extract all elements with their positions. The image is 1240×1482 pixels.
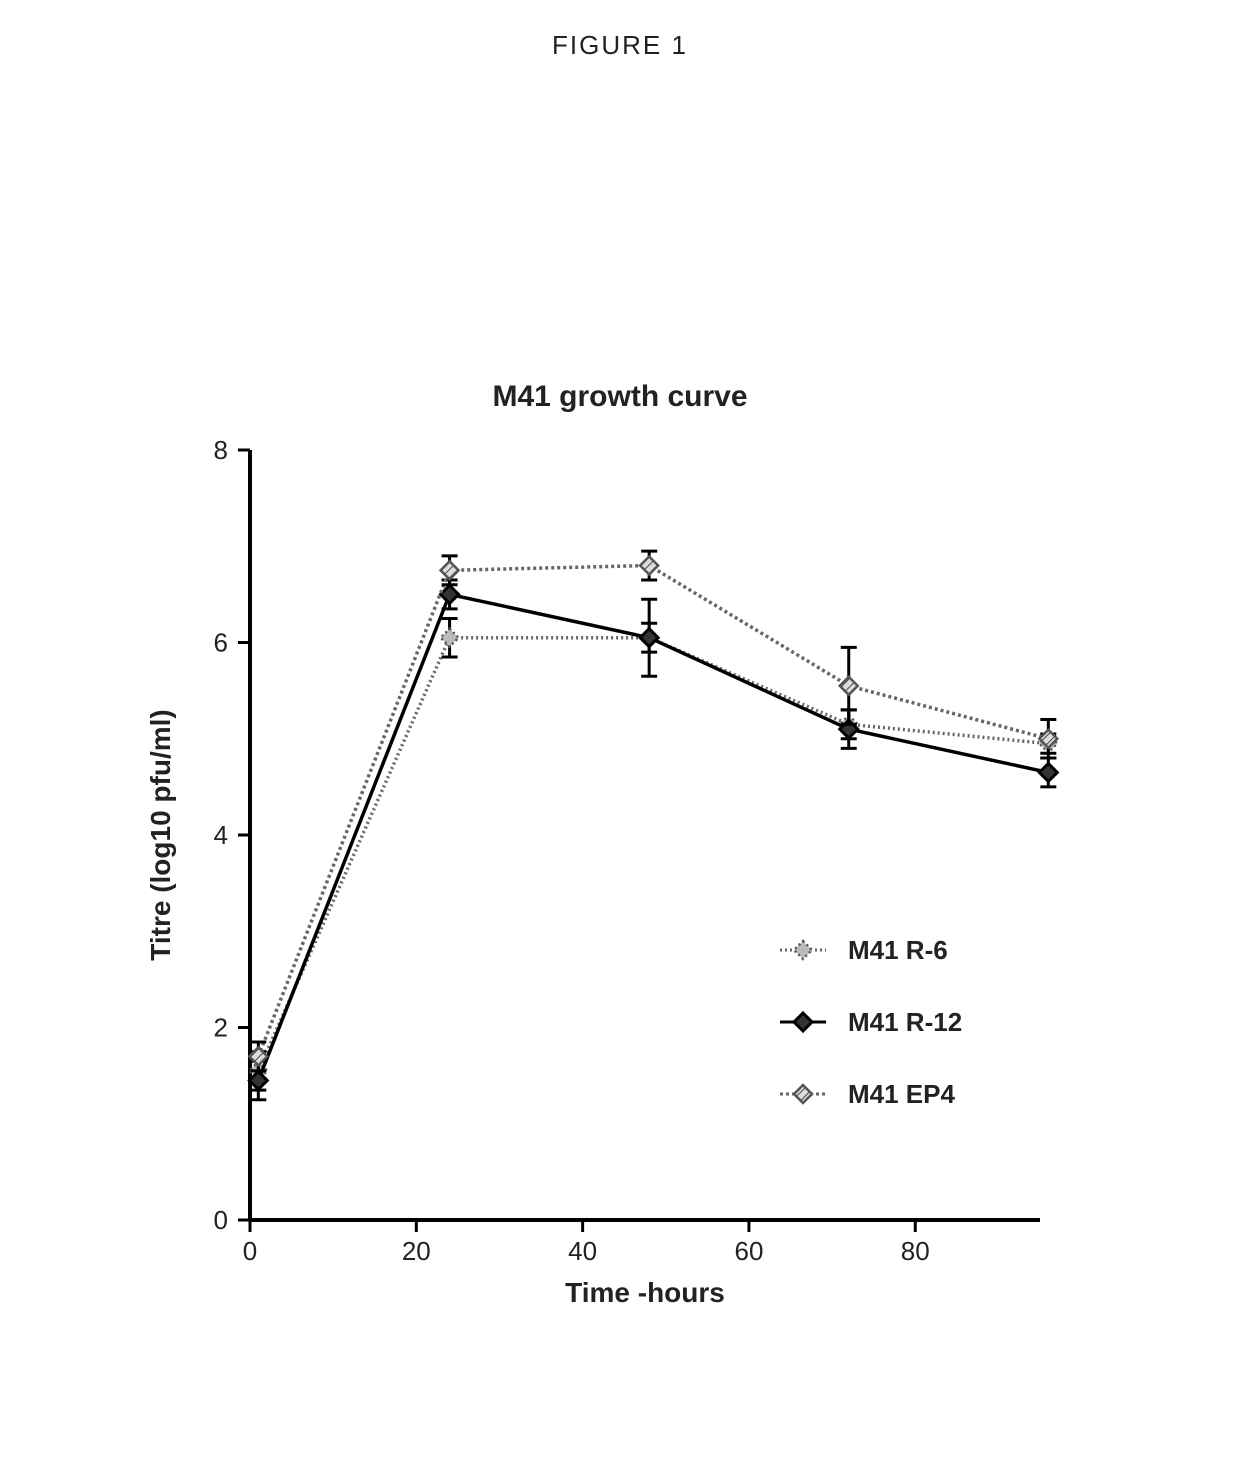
legend-label: M41 R-6 xyxy=(848,935,948,965)
chart-container: 02468020406080Titre (log10 pfu/ml)Time -… xyxy=(140,420,1100,1320)
axes: 02468020406080Titre (log10 pfu/ml)Time -… xyxy=(145,435,1040,1308)
y-tick-label: 0 xyxy=(214,1205,228,1235)
y-axis-label: Titre (log10 pfu/ml) xyxy=(145,709,176,961)
x-tick-label: 20 xyxy=(402,1236,431,1266)
x-tick-label: 0 xyxy=(243,1236,257,1266)
chart-svg: 02468020406080Titre (log10 pfu/ml)Time -… xyxy=(140,420,1100,1320)
x-tick-label: 40 xyxy=(568,1236,597,1266)
series-line xyxy=(258,638,1048,1071)
legend: M41 R-6 M41 R-12 M41 EP4 xyxy=(780,935,962,1109)
y-tick-label: 8 xyxy=(214,435,228,465)
y-tick-label: 2 xyxy=(214,1013,228,1043)
x-axis-label: Time -hours xyxy=(565,1277,725,1308)
y-tick-label: 6 xyxy=(214,628,228,658)
figure-label: FIGURE 1 xyxy=(552,30,688,61)
x-tick-label: 80 xyxy=(901,1236,930,1266)
legend-label: M41 R-12 xyxy=(848,1007,962,1037)
y-tick-label: 4 xyxy=(214,820,228,850)
chart-title: M41 growth curve xyxy=(492,380,747,414)
legend-label: M41 EP4 xyxy=(848,1079,955,1109)
x-tick-label: 60 xyxy=(734,1236,763,1266)
